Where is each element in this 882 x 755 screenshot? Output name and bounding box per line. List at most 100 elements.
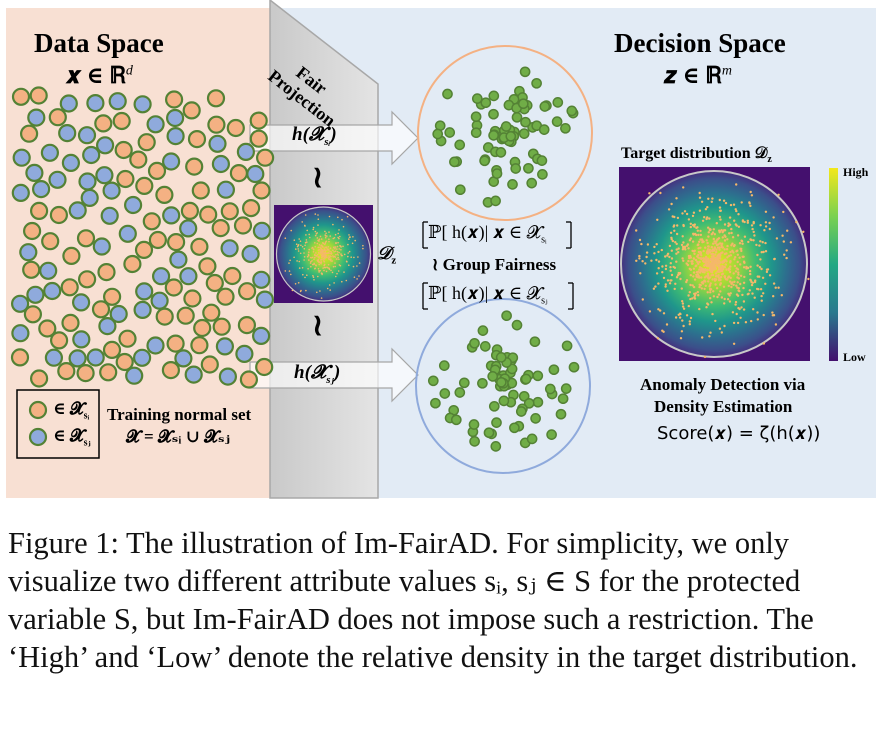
point-si [167, 233, 186, 252]
density-sample [320, 272, 323, 275]
density-sample [329, 235, 332, 237]
decision-space-formula-text: 𝒛 ∈ ℝ [664, 63, 722, 88]
projected-point [526, 433, 538, 445]
projected-point [511, 319, 523, 331]
density-sample [742, 266, 746, 269]
density-sample [337, 254, 340, 256]
point-si [190, 237, 209, 256]
density-sample [328, 231, 330, 233]
density-sample [741, 220, 745, 223]
point-sj [150, 291, 169, 310]
density-sample [751, 227, 754, 231]
density-sample [756, 264, 759, 267]
density-sample [744, 321, 748, 324]
density-sample [324, 242, 327, 244]
density-sample [352, 236, 354, 238]
density-sample [681, 319, 684, 322]
density-sample [337, 216, 339, 219]
density-sample [682, 241, 685, 244]
density-sample [324, 236, 327, 239]
density-sample [293, 239, 296, 241]
density-sample [718, 264, 721, 267]
density-sample [758, 275, 761, 278]
density-sample [712, 262, 716, 265]
density-sample [666, 289, 669, 292]
density-sample [332, 249, 334, 251]
projected-point [488, 108, 499, 120]
density-sample [341, 218, 343, 221]
density-sample [706, 241, 709, 245]
projected-point [488, 400, 500, 412]
density-sample [645, 251, 649, 254]
density-sample [721, 268, 724, 271]
density-sample [326, 287, 329, 290]
density-sample [334, 250, 337, 252]
group-fairness-label: ≀ Group Fairness [432, 255, 557, 274]
density-sample [728, 270, 732, 274]
projected-point [505, 130, 517, 142]
point-sj [235, 344, 254, 363]
density-sample [771, 314, 774, 317]
density-sample [303, 255, 306, 258]
projected-point [509, 422, 520, 434]
point-sj [68, 201, 87, 220]
point-si [242, 199, 261, 218]
point-sj [12, 148, 31, 167]
map-bottom-label: h(𝓧sⱼ) [294, 362, 341, 386]
density-sample [703, 276, 707, 279]
density-sample [743, 261, 746, 264]
density-sample [749, 238, 752, 241]
density-sample [733, 258, 736, 261]
point-sj [133, 300, 152, 319]
density-sample [288, 262, 290, 264]
density-sample [343, 253, 346, 256]
projected-point [518, 128, 530, 139]
density-sample [320, 244, 323, 246]
density-sample [319, 269, 321, 272]
density-sample [328, 238, 330, 240]
density-sample [688, 320, 691, 323]
data-space-formula: 𝒙 ∈ ℝd [66, 62, 133, 89]
density-sample [313, 253, 316, 256]
density-sample [316, 237, 319, 239]
density-sample [337, 270, 340, 272]
density-sample [760, 294, 763, 298]
density-sample [341, 280, 343, 283]
density-sample [673, 287, 676, 291]
density-sample [710, 271, 714, 274]
density-sample [351, 242, 354, 245]
density-sample [312, 276, 315, 279]
density-sample [305, 239, 308, 241]
density-sample [717, 274, 720, 277]
density-sample [729, 203, 733, 207]
legend-item-si: ∈ 𝓧sᵢ [53, 399, 89, 421]
density-sample [334, 262, 336, 264]
density-sample [693, 252, 696, 255]
density-sample [723, 223, 727, 226]
training-set-formula: 𝓧 = 𝓧ₛᵢ ∪ 𝓧ₛⱼ [126, 427, 230, 446]
point-sj [39, 261, 58, 280]
density-sample [716, 238, 719, 241]
density-sample [764, 225, 768, 228]
density-sample [708, 248, 711, 251]
density-sample [309, 262, 312, 264]
density-sample [324, 246, 326, 249]
point-si [102, 287, 122, 306]
density-sample [707, 261, 710, 264]
arrow-top [249, 110, 419, 166]
density-sample [333, 282, 335, 284]
density-sample [749, 265, 752, 268]
density-sample [340, 246, 342, 248]
density-sample [348, 250, 351, 253]
density-sample [754, 279, 757, 282]
density-sample [681, 300, 684, 303]
density-sample [742, 308, 746, 311]
density-sample [722, 259, 726, 263]
density-sample [718, 230, 722, 233]
projected-point [490, 441, 502, 452]
projected-point [538, 124, 550, 135]
density-sample [734, 208, 737, 211]
projected-point [439, 388, 451, 399]
density-sample [677, 271, 680, 275]
projected-point [491, 168, 503, 179]
